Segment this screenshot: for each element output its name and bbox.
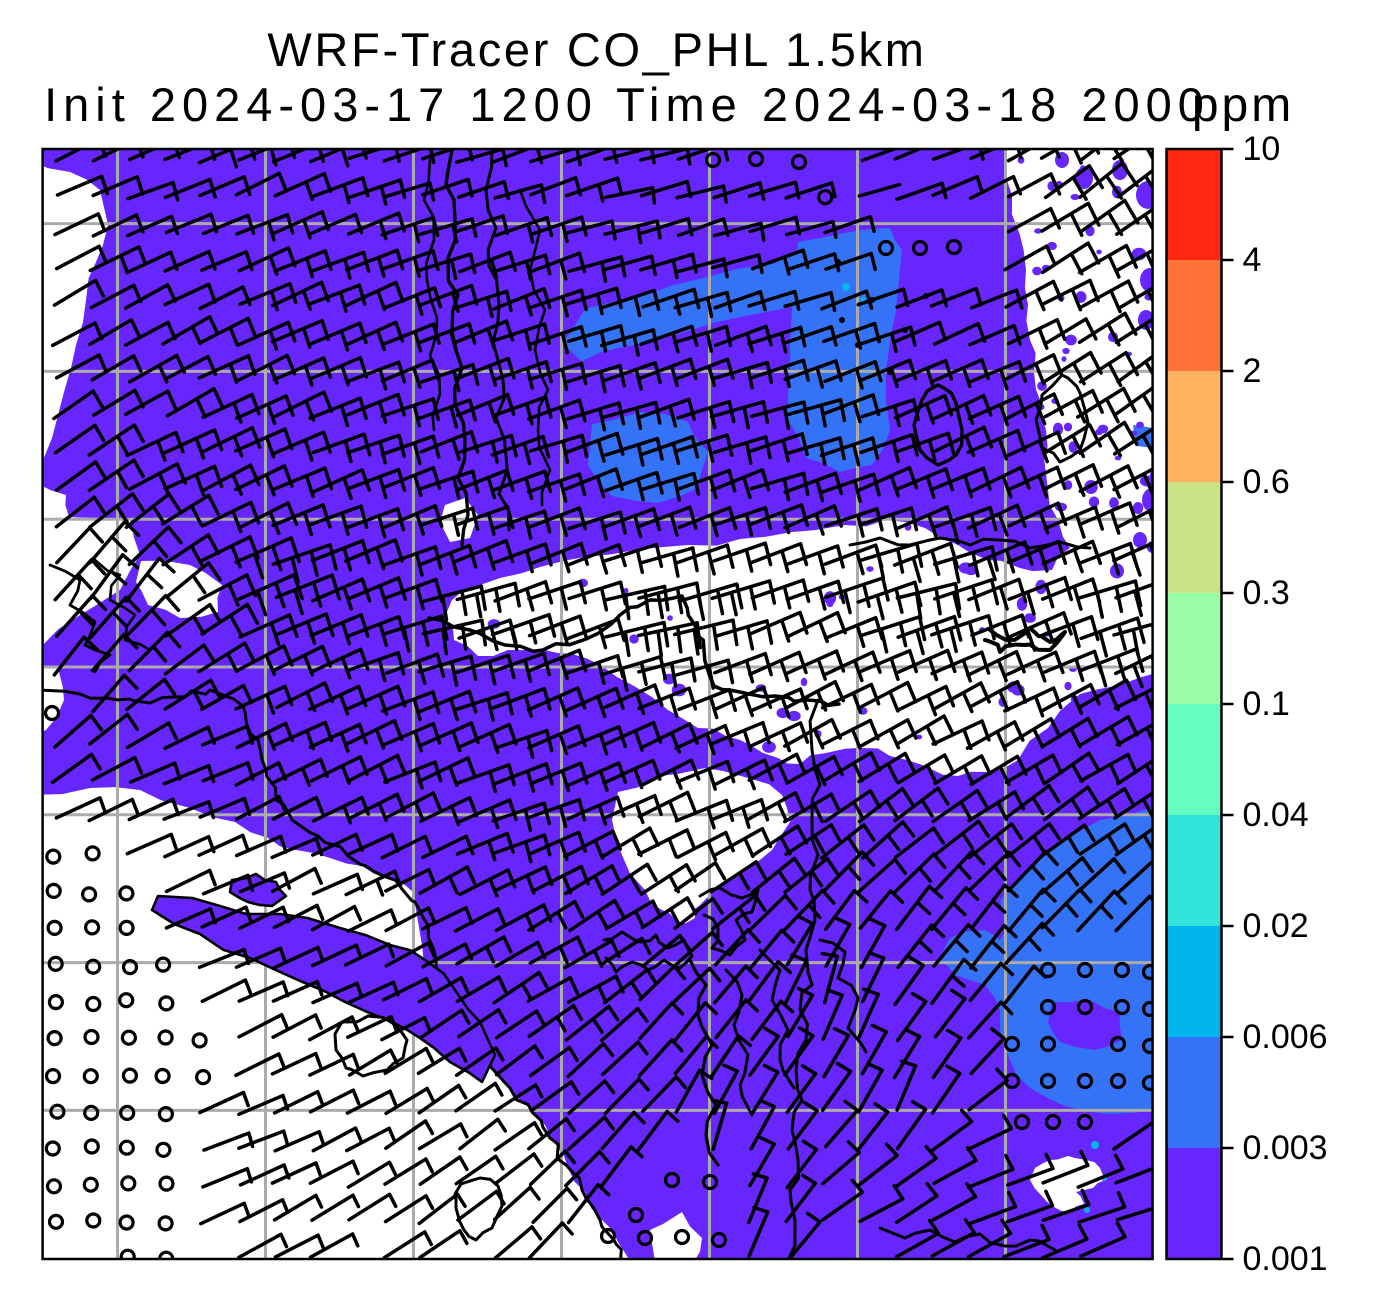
svg-text:4: 4 [1243, 241, 1262, 279]
svg-text:0.04: 0.04 [1243, 796, 1309, 834]
svg-text:10: 10 [1243, 130, 1281, 168]
svg-text:0.1: 0.1 [1243, 685, 1290, 723]
svg-text:Init 2024-03-17 1200 Time 2024: Init 2024-03-17 1200 Time 2024-03-18 200… [44, 78, 1210, 131]
svg-text:0.6: 0.6 [1243, 463, 1290, 501]
svg-text:0.003: 0.003 [1243, 1129, 1328, 1167]
svg-text:0.3: 0.3 [1243, 574, 1290, 612]
svg-text:0.001: 0.001 [1243, 1240, 1328, 1278]
svg-text:2: 2 [1243, 352, 1262, 390]
svg-text:0.02: 0.02 [1243, 907, 1309, 945]
svg-text:WRF-Tracer CO_PHL 1.5km: WRF-Tracer CO_PHL 1.5km [267, 23, 926, 76]
svg-text:0.006: 0.006 [1243, 1018, 1328, 1056]
svg-text:ppm: ppm [1192, 79, 1294, 132]
